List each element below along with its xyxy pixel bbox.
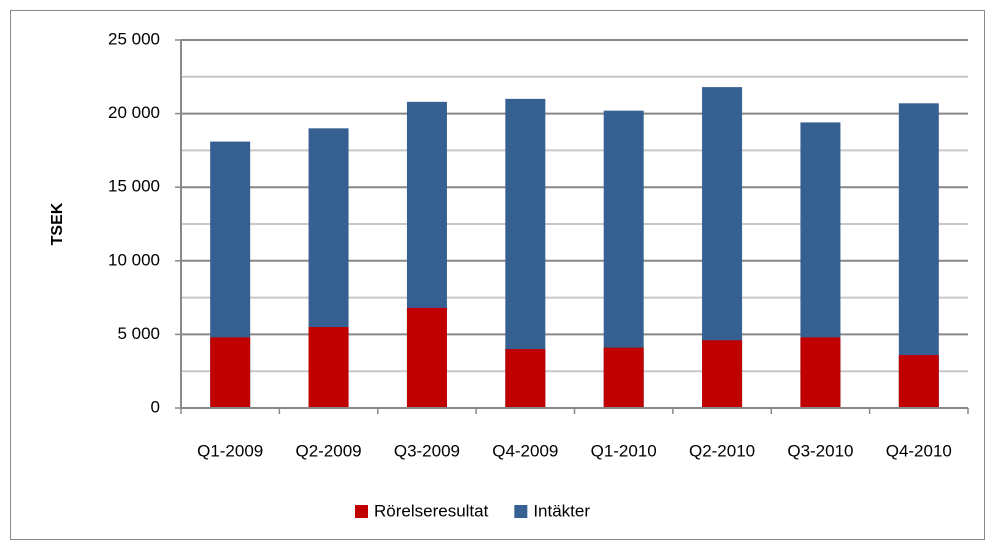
- legend-label: Intäkter: [533, 501, 590, 520]
- y-tick-label: 10 000: [108, 250, 160, 269]
- bar: [898, 355, 939, 408]
- x-tick-label: Q1-2009: [197, 441, 263, 460]
- bar: [702, 340, 743, 408]
- bar: [308, 327, 349, 408]
- legend-label: Rörelseresultat: [374, 501, 489, 520]
- x-tick-label: Q4-2010: [886, 441, 952, 460]
- legend-swatch: [355, 505, 368, 518]
- x-tick-label: Q4-2009: [492, 441, 558, 460]
- bar: [800, 337, 841, 408]
- bar: [603, 347, 644, 408]
- x-tick-label: Q2-2009: [295, 441, 361, 460]
- x-tick-label: Q2-2010: [689, 441, 755, 460]
- y-tick-label: 0: [151, 397, 160, 416]
- x-tick-label: Q3-2009: [394, 441, 460, 460]
- x-tick-label: Q3-2010: [787, 441, 853, 460]
- y-tick-label: 15 000: [108, 177, 160, 196]
- y-tick-label: 5 000: [117, 324, 160, 343]
- y-tick-label: 20 000: [108, 103, 160, 122]
- x-tick-label: Q1-2010: [591, 441, 657, 460]
- bar: [406, 307, 447, 408]
- bar: [210, 337, 251, 408]
- legend-swatch: [514, 505, 528, 518]
- y-axis-title: TSEK: [49, 202, 66, 245]
- y-tick-label: 25 000: [108, 29, 160, 48]
- bar: [505, 349, 546, 408]
